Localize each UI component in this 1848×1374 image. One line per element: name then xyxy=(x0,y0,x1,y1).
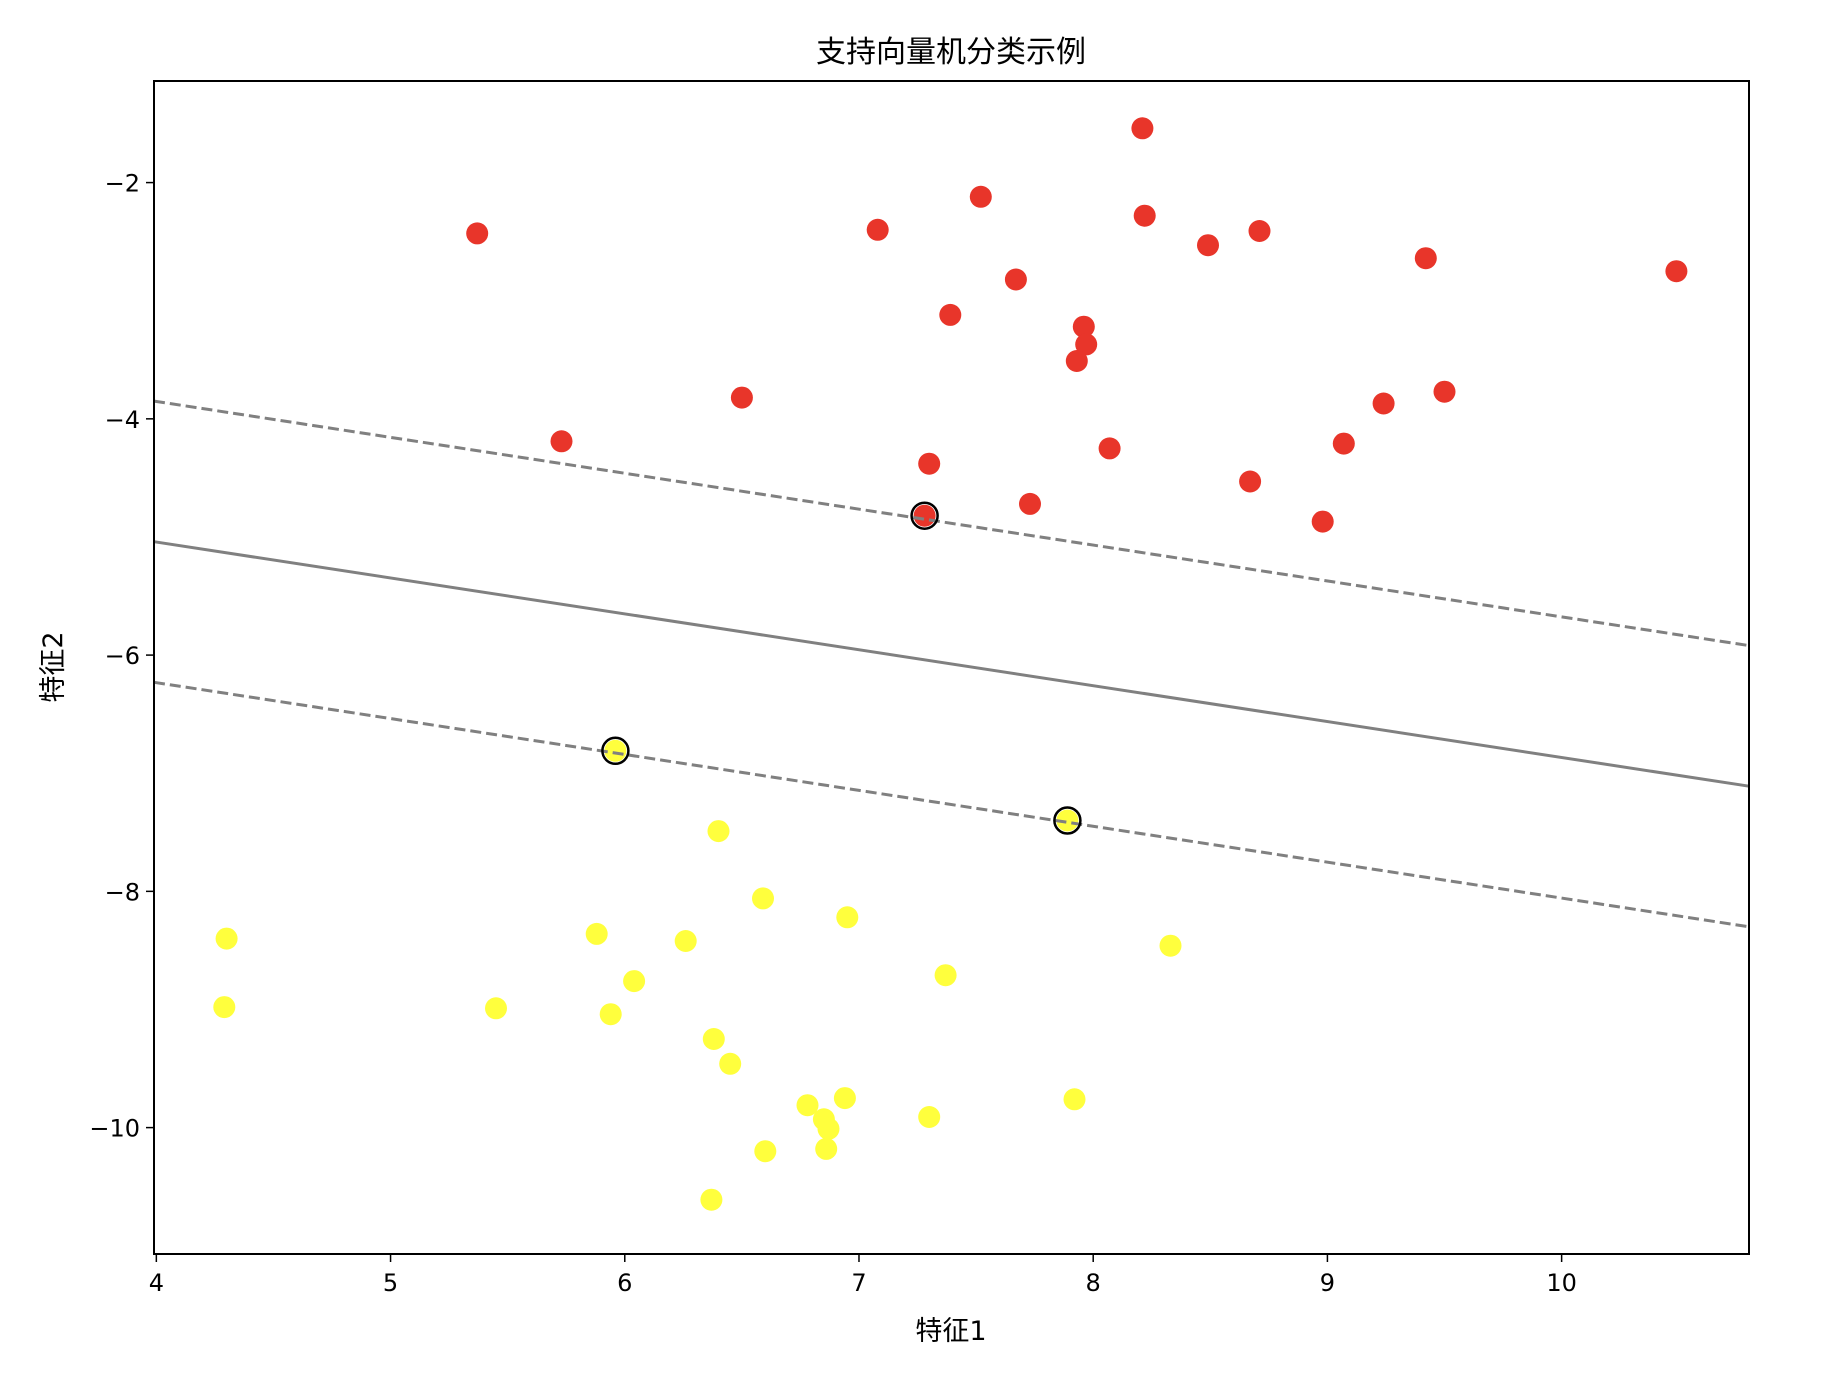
red-class-point xyxy=(1239,470,1262,493)
yellow-class-point xyxy=(817,1117,840,1140)
decision-boundary-line xyxy=(153,540,1750,788)
x-axis-label: 特征1 xyxy=(915,1316,986,1347)
red-class-point xyxy=(1065,350,1088,372)
support-vector-ring xyxy=(910,501,939,530)
yellow-class-point xyxy=(836,906,859,929)
yellow-class-point xyxy=(599,1003,622,1026)
x-tick-label: 9 xyxy=(1320,1269,1335,1297)
y-tick-label: −6 xyxy=(105,642,140,670)
yellow-class-point xyxy=(213,996,236,1019)
margin-line xyxy=(153,399,1750,648)
red-class-point xyxy=(969,185,992,208)
yellow-class-point xyxy=(604,739,627,762)
red-class-point xyxy=(1248,220,1271,242)
yellow-class-point xyxy=(918,1106,941,1128)
x-tick-label: 4 xyxy=(149,1269,164,1297)
red-class-point xyxy=(1311,510,1334,533)
yellow-class-point xyxy=(674,930,697,952)
red-class-point xyxy=(1075,333,1098,356)
red-class-point xyxy=(866,218,889,241)
yellow-class-point xyxy=(833,1087,856,1110)
red-class-point xyxy=(1372,392,1395,415)
chart-title: 支持向量机分类示例 xyxy=(816,35,1086,70)
yellow-class-point xyxy=(934,964,957,987)
support-vector-ring xyxy=(1053,806,1082,835)
yellow-class-point xyxy=(1056,809,1079,832)
red-class-point xyxy=(1433,380,1456,403)
red-class-point xyxy=(466,222,489,245)
x-axis: 4 5 6 7 8 9 10 xyxy=(149,1254,1577,1297)
x-tick-label: 7 xyxy=(851,1269,866,1297)
y-tick-label: −2 xyxy=(105,170,140,198)
yellow-class-point xyxy=(623,970,646,993)
yellow-class-point xyxy=(485,997,507,1020)
red-class-point xyxy=(1414,247,1437,270)
yellow-class-point xyxy=(754,1140,777,1163)
red-class-point xyxy=(1072,315,1095,338)
red-class-point xyxy=(1098,437,1121,460)
yellow-class-point xyxy=(1063,1088,1086,1111)
red-class-point xyxy=(918,452,941,475)
x-tick-label: 6 xyxy=(617,1269,632,1297)
red-class-point xyxy=(550,430,573,453)
red-class-point xyxy=(1197,234,1219,257)
yellow-class-point xyxy=(796,1094,819,1117)
support-vector-ring xyxy=(601,736,630,766)
yellow-class-point xyxy=(719,1052,742,1075)
margin-line xyxy=(153,680,1750,929)
red-class-point xyxy=(730,386,753,409)
yellow-class-point xyxy=(1159,934,1182,957)
y-tick-label: −10 xyxy=(89,1115,140,1143)
y-axis-label: 特征2 xyxy=(38,631,69,702)
yellow-class-point xyxy=(700,1188,723,1211)
red-class-point xyxy=(1665,260,1688,283)
red-class-point xyxy=(939,303,962,326)
red-class-point xyxy=(1332,432,1355,455)
yellow-class-point xyxy=(585,922,608,945)
yellow-class-point xyxy=(707,820,730,843)
x-tick-label: 5 xyxy=(383,1269,398,1297)
y-tick-label: −8 xyxy=(105,878,140,906)
yellow-class-point xyxy=(215,927,238,950)
red-class-point xyxy=(1131,117,1154,140)
red-class-point xyxy=(1133,204,1156,227)
red-class-point xyxy=(913,504,936,527)
x-tick-label: 8 xyxy=(1086,1269,1101,1297)
plot-area xyxy=(153,117,1750,1211)
yellow-class-point xyxy=(752,887,774,910)
red-class-point xyxy=(1004,268,1027,291)
yellow-class-point xyxy=(815,1137,838,1160)
yellow-class-point xyxy=(702,1028,725,1050)
y-tick-label: −4 xyxy=(105,406,140,434)
red-class-point xyxy=(1019,492,1041,515)
plot-frame xyxy=(153,80,1750,1255)
x-tick-label: 10 xyxy=(1546,1269,1577,1297)
y-axis: −2 −4 −6 −8 −10 xyxy=(89,170,154,1143)
